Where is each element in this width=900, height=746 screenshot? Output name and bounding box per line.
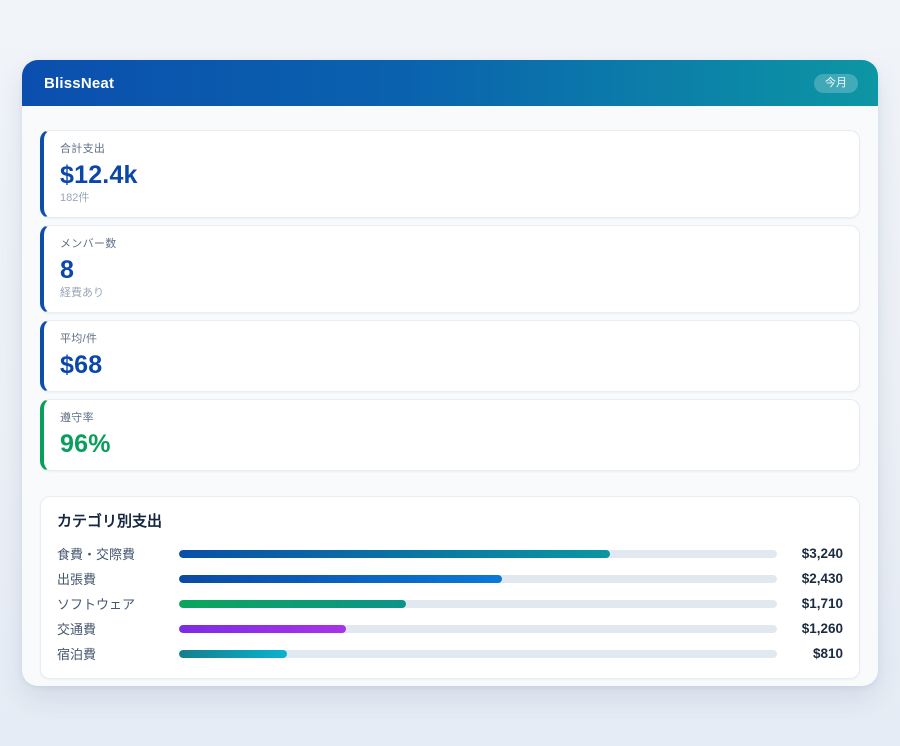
stat-value: $68 (60, 351, 843, 379)
stat-label: 合計支出 (60, 143, 843, 156)
stat-value: 8 (60, 256, 843, 284)
category-row-transport: 交通費 $1,260 (57, 620, 843, 637)
category-bar-track (179, 550, 777, 558)
category-label: 宿泊費 (57, 644, 179, 663)
category-spend-card: カテゴリ別支出 食費・交際費 $3,240 出張費 $2,430 ソフトウェア … (40, 496, 860, 679)
stat-value: $12.4k (60, 161, 843, 189)
category-amount: $2,430 (777, 571, 843, 586)
stat-card-total-spend: 合計支出 $12.4k 182件 (40, 130, 860, 218)
page-background: BlissNeat 今月 合計支出 $12.4k 182件 メンバー数 8 経費… (0, 0, 900, 746)
stat-sub: 経費あり (60, 287, 843, 300)
category-bar-track (179, 575, 777, 583)
stat-card-member-count: メンバー数 8 経費あり (40, 225, 860, 313)
category-section-title: カテゴリ別支出 (57, 513, 843, 531)
category-bar-fill (179, 575, 502, 583)
category-label: 食費・交際費 (57, 544, 179, 563)
category-bar-fill (179, 625, 346, 633)
category-bar-track (179, 600, 777, 608)
stat-card-average-per-item: 平均/件 $68 (40, 320, 860, 392)
category-row-lodging: 宿泊費 $810 (57, 645, 843, 662)
category-amount: $3,240 (777, 546, 843, 561)
panel-body: 合計支出 $12.4k 182件 メンバー数 8 経費あり 平均/件 $68 遵… (22, 106, 878, 686)
category-label: ソフトウェア (57, 594, 179, 613)
category-bar-fill (179, 650, 287, 658)
period-badge[interactable]: 今月 (814, 74, 858, 93)
category-label: 出張費 (57, 569, 179, 588)
stat-label: 平均/件 (60, 333, 843, 346)
category-amount: $1,710 (777, 596, 843, 611)
category-row-food: 食費・交際費 $3,240 (57, 545, 843, 562)
category-bar-track (179, 625, 777, 633)
app-header: BlissNeat 今月 (22, 60, 878, 106)
stat-value: 96% (60, 430, 843, 458)
stat-label: 遵守率 (60, 412, 843, 425)
category-row-software: ソフトウェア $1,710 (57, 595, 843, 612)
dashboard-panel: BlissNeat 今月 合計支出 $12.4k 182件 メンバー数 8 経費… (22, 60, 878, 686)
app-title: BlissNeat (44, 75, 114, 92)
category-bar-fill (179, 550, 610, 558)
category-bar-track (179, 650, 777, 658)
category-amount: $810 (777, 646, 843, 661)
category-label: 交通費 (57, 619, 179, 638)
category-row-business-trip: 出張費 $2,430 (57, 570, 843, 587)
stat-label: メンバー数 (60, 238, 843, 251)
category-bar-fill (179, 600, 406, 608)
stat-sub: 182件 (60, 192, 843, 205)
stat-card-compliance-rate: 遵守率 96% (40, 399, 860, 471)
category-amount: $1,260 (777, 621, 843, 636)
